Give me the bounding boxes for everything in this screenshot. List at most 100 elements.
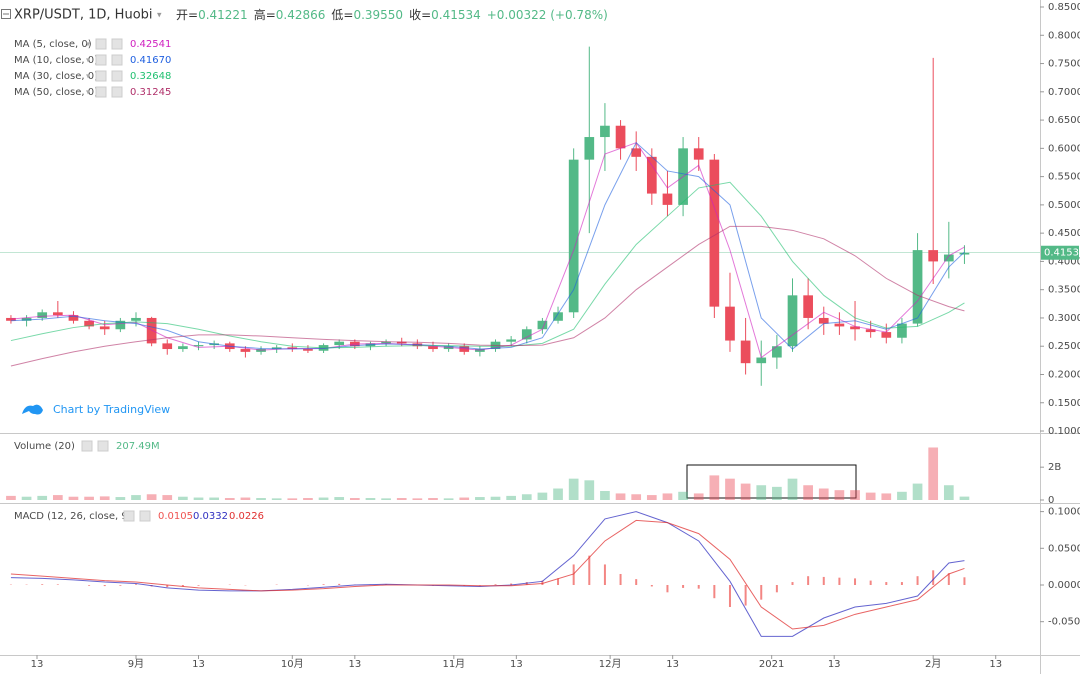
legend-icon[interactable] [111,86,123,98]
dropdown-icon: ▾ [86,40,90,49]
legend-icon[interactable] [111,70,123,82]
price-tag [1041,245,1079,260]
x-tick-label: 13 [989,659,1002,670]
candle-body [99,326,110,330]
logo-cloud [22,404,43,415]
candle-body [381,341,391,344]
dropdown-icon: ▾ [86,72,90,81]
candle-body [521,329,532,340]
legend-name: MA (5, close, 0) [14,39,92,50]
volume-bar [84,496,94,500]
volume-bar [693,493,704,500]
candle-body [818,317,829,324]
watermark[interactable]: Chart by TradingView [53,403,170,416]
collapse-icon[interactable] [1,9,11,19]
candle-body [928,250,939,262]
ohlc-value: 0.42866 [276,8,326,22]
legend-icon[interactable] [111,38,123,50]
candle-body [240,349,251,352]
volume-bar [256,498,266,500]
volume-bar [662,493,673,500]
candle-body [584,137,595,160]
x-tick-label: 13 [31,659,44,670]
volume-bar [850,490,860,500]
candle-body [709,159,720,307]
volume-bar [912,483,923,500]
legend-icon[interactable] [111,54,123,66]
ma-line [10,225,965,367]
ohlc-value: 0.39550 [353,8,403,22]
candle-body [37,312,48,318]
legend-name: MACD (12, 26, close, 9) [14,511,132,522]
candle-body [772,346,782,358]
candle-body [21,317,32,321]
volume-bar [600,490,610,500]
candle-body [943,254,954,262]
volume-bar [396,498,407,500]
volume-bar [381,498,391,500]
volume-bar [240,497,251,500]
tradingview-logo[interactable] [22,404,43,415]
legend-value: 207.49M [116,441,160,452]
volume-bar [881,493,892,500]
volume-bar [959,496,970,500]
candle-body [881,332,892,338]
volume-bar [334,497,345,500]
candle-body [193,345,204,347]
dropdown-icon: ▾ [86,56,90,65]
candle-body [428,346,438,350]
x-tick-label: 13 [192,659,205,670]
dropdown-icon: ▾ [86,88,90,97]
legend-icon[interactable] [81,440,93,452]
volume-bar [146,494,157,500]
candle-body [834,323,845,327]
macd-line [10,519,965,630]
volume-bar [162,495,173,500]
ma-line [10,181,965,349]
legend-icon[interactable] [95,70,107,82]
legend-name: Volume (20) [14,441,75,452]
x-tick-label: 13 [348,659,361,670]
legend-icon[interactable] [139,510,151,522]
volume-bar [178,496,188,500]
y-tick-label: 0.0500 [1048,543,1080,554]
legend-icon[interactable] [123,510,135,522]
legend-icon[interactable] [97,440,109,452]
candle-body [334,341,345,346]
candle-body [646,156,657,194]
x-tick-label: 9月 [128,658,144,670]
candle-body [115,320,126,330]
candle-body [178,346,188,350]
volume-bar [68,496,79,500]
volume-bar [506,495,516,500]
x-tick-label: 13 [510,659,523,670]
candle-body [693,148,704,160]
legend-value: 0.41670 [130,55,171,66]
legend-icon[interactable] [95,38,107,50]
legend-value: 0.42541 [130,39,171,50]
volume-bar [6,495,16,500]
legend-icon[interactable] [95,54,107,66]
candle-body [912,250,923,324]
y-tick-label: -0.0500 [1048,617,1080,628]
legend-name: MA (30, close, 0) [14,71,98,82]
candle-body [897,323,907,338]
legend-value: 0.0226 [229,511,264,522]
dropdown-icon[interactable]: ▾ [157,11,162,21]
legend-value: 0.31245 [130,87,171,98]
volume-bar [646,495,657,500]
x-tick-label: 13 [666,659,679,670]
legend-icon[interactable] [95,86,107,98]
volume-bar [287,498,298,500]
volume-bar [412,498,423,500]
volume-bar [115,497,126,500]
volume-bar [615,493,626,500]
volume-bar [365,498,376,500]
